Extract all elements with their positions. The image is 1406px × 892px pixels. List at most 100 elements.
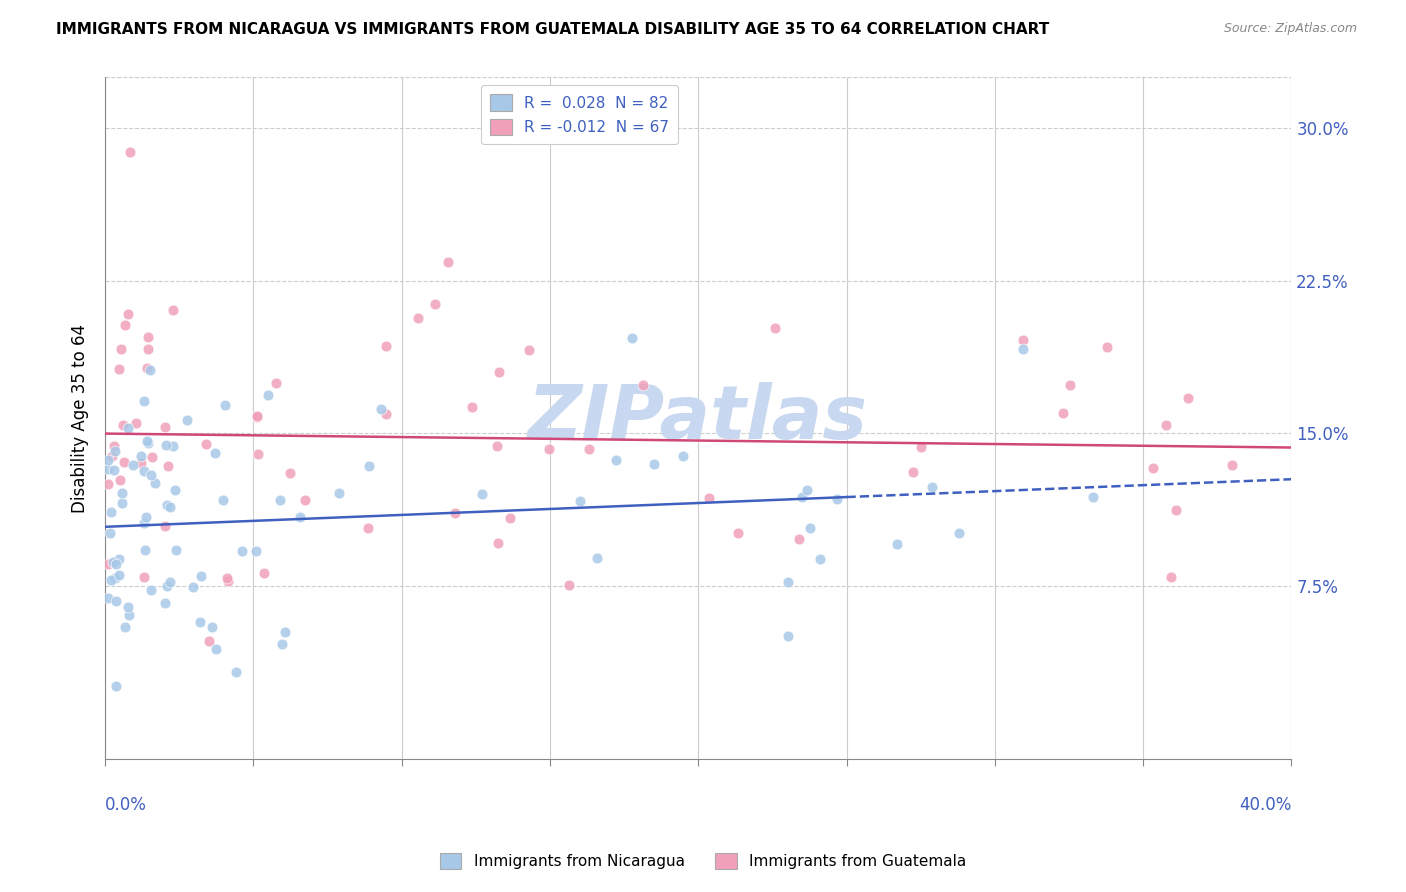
Point (375, 339, 398, 353)
Point (359, 459, 381, 474)
Point (278, 467, 301, 481)
Point (138, 436, 160, 450)
Point (108, 362, 131, 376)
Point (139, 363, 162, 377)
Point (134, 543, 156, 558)
Point (886, 537, 908, 551)
Point (204, 446, 226, 460)
Point (176, 413, 198, 427)
Point (104, 571, 127, 585)
Point (1154, 417, 1177, 432)
Point (136, 342, 159, 356)
Point (135, 510, 157, 524)
Point (110, 342, 132, 356)
Point (1052, 406, 1074, 420)
Point (195, 437, 218, 451)
Point (1012, 343, 1035, 357)
Point (1220, 458, 1243, 472)
Point (948, 526, 970, 541)
Point (517, 343, 540, 357)
Point (97, 591, 120, 606)
Point (217, 574, 239, 589)
Point (139, 467, 162, 482)
Point (727, 526, 749, 541)
Point (1177, 391, 1199, 405)
Point (162, 302, 184, 317)
Point (901, 465, 924, 479)
Text: 0.0%: 0.0% (105, 797, 148, 814)
Point (778, 629, 800, 643)
Point (98, 526, 121, 541)
Point (163, 483, 186, 497)
Point (153, 518, 176, 533)
Point (134, 464, 156, 478)
Point (159, 575, 181, 590)
Point (212, 492, 235, 507)
Point (97, 477, 120, 491)
Point (1083, 491, 1105, 505)
Point (108, 551, 131, 566)
Point (111, 485, 134, 500)
Point (486, 535, 509, 549)
Point (97, 557, 120, 571)
Legend: Immigrants from Nicaragua, Immigrants from Guatemala: Immigrants from Nicaragua, Immigrants fr… (434, 847, 972, 875)
Point (134, 394, 156, 409)
Point (162, 439, 184, 453)
Point (181, 580, 204, 594)
Point (1059, 378, 1081, 392)
Point (104, 594, 127, 608)
Point (103, 439, 125, 453)
Point (118, 607, 141, 622)
Point (294, 493, 316, 508)
Point (135, 434, 157, 448)
Point (105, 558, 128, 572)
Point (117, 307, 139, 321)
Point (443, 507, 465, 521)
Point (143, 475, 166, 490)
Point (157, 458, 180, 473)
Point (131, 456, 153, 470)
Point (159, 500, 181, 515)
Point (269, 493, 291, 508)
Point (253, 566, 276, 581)
Point (136, 330, 159, 344)
Point (114, 620, 136, 634)
Point (264, 376, 287, 390)
Point (134, 570, 156, 584)
Point (825, 492, 848, 507)
Point (370, 402, 392, 417)
Point (569, 494, 592, 508)
Point (631, 377, 654, 392)
Point (141, 582, 163, 597)
Point (97, 462, 120, 476)
Point (357, 521, 380, 535)
Point (100, 573, 122, 587)
Text: IMMIGRANTS FROM NICARAGUA VS IMMIGRANTS FROM GUATEMALA DISABILITY AGE 35 TO 64 C: IMMIGRANTS FROM NICARAGUA VS IMMIGRANTS … (56, 22, 1049, 37)
Point (107, 568, 129, 582)
Point (201, 620, 224, 634)
Point (799, 521, 821, 535)
Point (132, 516, 155, 530)
Legend: R =  0.028  N = 82, R = -0.012  N = 67: R = 0.028 N = 82, R = -0.012 N = 67 (481, 85, 678, 145)
Point (231, 544, 253, 558)
Point (485, 439, 508, 453)
Point (114, 318, 136, 333)
Point (810, 552, 832, 566)
Point (1160, 570, 1182, 584)
Point (437, 255, 460, 269)
Point (118, 145, 141, 160)
Point (778, 574, 800, 589)
Point (1142, 461, 1164, 475)
Point (198, 634, 221, 648)
Point (111, 496, 134, 510)
Point (910, 440, 932, 454)
Point (155, 437, 177, 451)
Point (190, 569, 212, 583)
Point (101, 555, 124, 569)
Point (141, 450, 163, 465)
Point (117, 599, 139, 614)
Point (796, 483, 818, 497)
Point (274, 625, 297, 640)
Point (165, 543, 187, 558)
Point (792, 490, 814, 504)
